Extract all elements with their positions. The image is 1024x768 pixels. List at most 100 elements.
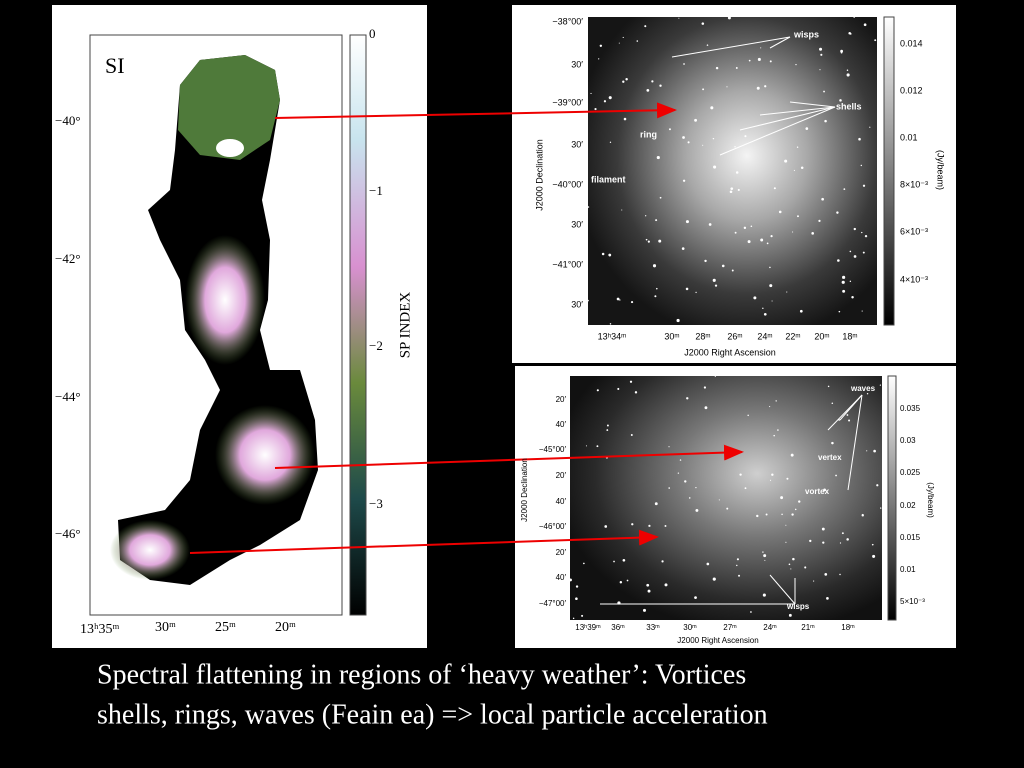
star bbox=[645, 238, 648, 241]
star bbox=[598, 58, 600, 60]
star bbox=[784, 159, 788, 163]
star bbox=[770, 235, 773, 238]
star bbox=[840, 51, 843, 54]
star bbox=[642, 608, 647, 612]
star bbox=[863, 23, 867, 27]
star bbox=[862, 184, 866, 187]
star bbox=[871, 543, 874, 546]
star bbox=[647, 589, 651, 593]
star bbox=[646, 88, 650, 92]
star bbox=[587, 206, 590, 208]
arrows bbox=[189, 102, 744, 554]
star bbox=[625, 78, 628, 81]
colorbar-tick-label: 0.015 bbox=[900, 533, 921, 542]
star bbox=[788, 563, 791, 566]
star bbox=[778, 210, 782, 214]
star bbox=[679, 459, 682, 461]
star bbox=[575, 585, 579, 588]
star bbox=[853, 255, 857, 258]
star bbox=[661, 560, 664, 563]
star bbox=[609, 323, 612, 325]
star bbox=[613, 560, 615, 563]
colorbar bbox=[887, 375, 897, 621]
star bbox=[596, 389, 599, 392]
star bbox=[623, 117, 627, 121]
star bbox=[686, 397, 689, 400]
star bbox=[616, 297, 620, 301]
x-tick-label: 30ᵐ bbox=[155, 620, 176, 635]
x-tick-label: 13ʰ34ᵐ bbox=[598, 331, 627, 341]
star bbox=[753, 296, 757, 300]
star bbox=[655, 219, 658, 222]
star bbox=[861, 310, 863, 312]
colorbar-tick-label: 0.035 bbox=[900, 404, 921, 413]
star bbox=[846, 73, 850, 77]
star bbox=[676, 318, 680, 323]
star bbox=[756, 86, 760, 90]
si-region bbox=[215, 405, 315, 505]
star bbox=[771, 300, 773, 302]
star bbox=[851, 296, 854, 299]
star bbox=[569, 578, 572, 582]
annotation-lines bbox=[600, 36, 863, 605]
star bbox=[880, 507, 882, 509]
star bbox=[757, 57, 761, 61]
star bbox=[619, 299, 621, 301]
star bbox=[712, 278, 716, 282]
panel-label: SI bbox=[105, 53, 125, 78]
star bbox=[701, 22, 705, 25]
star bbox=[726, 507, 729, 510]
star bbox=[781, 513, 783, 516]
y-tick-label: 20′ bbox=[556, 548, 567, 557]
star bbox=[617, 387, 620, 390]
star bbox=[797, 215, 799, 218]
si-region bbox=[110, 520, 190, 580]
star bbox=[764, 85, 767, 88]
star bbox=[621, 209, 623, 211]
x-tick-label: 18ᵐ bbox=[841, 623, 855, 632]
star bbox=[606, 424, 609, 427]
star bbox=[843, 188, 846, 190]
star bbox=[644, 25, 647, 28]
star bbox=[874, 39, 877, 42]
x-tick-label: 20ᵐ bbox=[275, 620, 296, 635]
star bbox=[721, 264, 725, 268]
star bbox=[654, 502, 658, 506]
star bbox=[694, 118, 697, 122]
x-axis-title: J2000 Right Ascension bbox=[677, 636, 758, 645]
y-tick-label: 20′ bbox=[556, 471, 567, 480]
y-tick-label: 30′ bbox=[571, 59, 583, 69]
colorbar-tick-label: 0.02 bbox=[900, 501, 916, 510]
star bbox=[604, 525, 608, 528]
star bbox=[848, 419, 851, 422]
star bbox=[879, 384, 881, 386]
si-region bbox=[178, 55, 280, 160]
star bbox=[820, 53, 823, 56]
y-tick-label: 20′ bbox=[556, 395, 567, 404]
si-hole bbox=[216, 139, 244, 157]
star bbox=[581, 614, 584, 617]
star bbox=[848, 31, 851, 35]
star bbox=[738, 574, 741, 577]
star bbox=[739, 473, 742, 476]
colorbar-tick-label: 8×10⁻³ bbox=[900, 179, 928, 189]
star bbox=[708, 223, 712, 226]
star bbox=[629, 380, 633, 383]
star bbox=[798, 500, 801, 503]
colorbar-title: SP INDEX bbox=[397, 292, 413, 359]
y-tick-label: 30′ bbox=[571, 139, 583, 149]
x-tick-label: 24ᵐ bbox=[757, 331, 772, 341]
star bbox=[861, 231, 863, 234]
star bbox=[831, 402, 834, 405]
star bbox=[785, 541, 787, 543]
colorbar-tick-label: 0.014 bbox=[900, 38, 923, 48]
annotation: waves bbox=[850, 384, 876, 393]
star bbox=[575, 597, 578, 601]
star bbox=[800, 166, 804, 169]
star bbox=[648, 524, 651, 527]
star bbox=[659, 84, 662, 87]
colorbar-tick-label: −2 bbox=[369, 338, 383, 353]
star bbox=[842, 289, 846, 293]
y-tick-label: −42° bbox=[55, 251, 81, 266]
star bbox=[731, 269, 734, 272]
